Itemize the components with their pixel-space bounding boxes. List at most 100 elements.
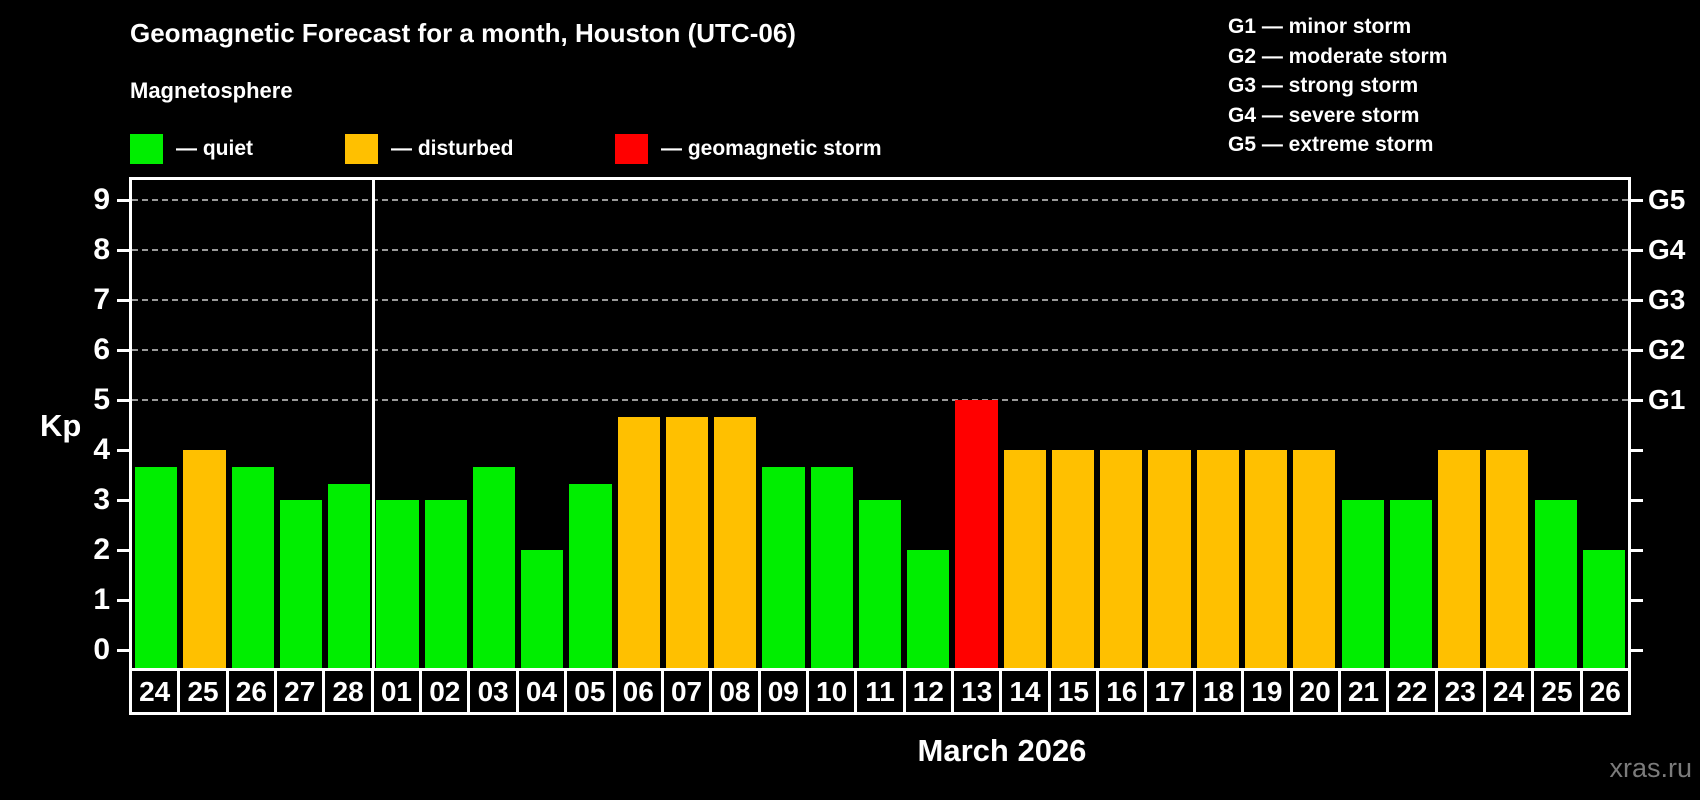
date-cell: 25	[1534, 671, 1580, 712]
date-cell: 08	[712, 671, 758, 712]
chart-title: Geomagnetic Forecast for a month, Housto…	[130, 18, 796, 48]
kp-bar	[1534, 500, 1577, 668]
kp-gridline	[132, 299, 1628, 301]
kp-bar	[665, 416, 709, 668]
y-axis-tick-left	[117, 598, 129, 602]
kp-bar	[1582, 550, 1625, 668]
kp-bar	[762, 466, 805, 668]
date-cell: 24	[1485, 671, 1532, 712]
date-cell: 06	[615, 671, 661, 712]
kp-bar	[617, 416, 660, 668]
y-tick-label: 8	[93, 233, 110, 266]
legend-label-quiet: — quiet	[176, 137, 253, 160]
kp-bar	[1051, 450, 1095, 668]
date-cell: 18	[1195, 671, 1242, 712]
y-axis-tick-left	[117, 398, 129, 402]
month-divider-line	[371, 180, 375, 668]
g-level-label: G2	[1648, 334, 1686, 365]
y-axis-tick-left	[117, 498, 129, 502]
legend-label-storm: — geomagnetic storm	[661, 137, 882, 160]
date-cell: 07	[663, 671, 710, 712]
legend-item-quiet: — quiet	[130, 134, 253, 164]
kp-gridline	[132, 399, 1628, 401]
g-level-label: G1	[1648, 384, 1686, 415]
kp-gridline	[132, 249, 1628, 251]
kp-gridline	[132, 349, 1628, 351]
g-level-label: G4	[1648, 234, 1686, 265]
date-cell: 03	[470, 671, 516, 712]
y-axis-tick-left	[117, 198, 129, 202]
y-axis-tick-right	[1631, 398, 1643, 402]
date-cell: 15	[1050, 671, 1097, 712]
kp-bar	[1148, 450, 1191, 668]
y-axis-tick-right	[1631, 598, 1643, 602]
y-tick-label: 7	[93, 283, 110, 316]
date-cell: 26	[228, 671, 275, 712]
y-axis-tick-left	[117, 348, 129, 352]
g-scale-legend: G1 — minor storm G2 — moderate storm G3 …	[1228, 12, 1447, 160]
quiet-color-swatch-icon	[130, 134, 163, 164]
kp-bar	[135, 466, 178, 668]
g-scale-legend-line-g4: G4 — severe storm	[1228, 103, 1420, 127]
date-cell: 28	[325, 671, 371, 712]
date-cell: 20	[1292, 671, 1338, 712]
y-tick-label: 2	[93, 533, 110, 566]
kp-bar	[858, 500, 902, 668]
legend-item-disturbed: — disturbed	[345, 134, 514, 164]
legend-item-storm: — geomagnetic storm	[615, 134, 882, 164]
kp-bar	[521, 550, 564, 668]
kp-bar	[1341, 500, 1384, 668]
kp-bar	[1438, 450, 1481, 668]
y-axis-tick-left	[117, 648, 129, 652]
kp-bar	[183, 450, 226, 668]
kp-bar	[376, 500, 419, 668]
y-axis-tick-right	[1631, 348, 1643, 352]
g-scale-legend-line-g3: G3 — strong storm	[1228, 74, 1419, 98]
date-cell: 27	[277, 671, 323, 712]
kp-bar	[231, 466, 274, 668]
y-tick-label: 3	[93, 483, 110, 516]
date-cell: 23	[1437, 671, 1483, 712]
date-cell: 10	[808, 671, 855, 712]
kp-bar	[1293, 450, 1336, 668]
kp-bar	[1100, 450, 1143, 668]
y-axis-tick-right	[1631, 448, 1643, 452]
kp-bar	[1003, 450, 1046, 668]
month-label: March 2026	[917, 733, 1087, 768]
date-cell: 16	[1099, 671, 1145, 712]
date-cell: 19	[1244, 671, 1290, 712]
site-watermark: xras.ru	[1609, 753, 1692, 783]
date-cell: 14	[1002, 671, 1048, 712]
g-scale-legend-line-g1: G1 — minor storm	[1228, 15, 1412, 38]
date-cell: 02	[422, 671, 468, 712]
g-level-label: G5	[1648, 184, 1686, 215]
date-cell: 24	[132, 671, 178, 712]
date-cell: 01	[373, 671, 420, 712]
date-axis-row: 24 25 26 27 28 01 02 03 04 05 06 07 08 09 10 11 12 13 14 15…	[129, 668, 1631, 715]
storm-color-swatch-icon	[615, 134, 648, 164]
kp-bar	[810, 466, 853, 668]
kp-bar	[569, 483, 612, 668]
date-cell: 12	[905, 671, 952, 712]
y-axis-tick-left	[117, 448, 129, 452]
date-cell: 04	[518, 671, 565, 712]
y-tick-label: 0	[93, 633, 110, 666]
y-axis-tick-right	[1631, 248, 1643, 252]
kp-bar	[955, 400, 998, 668]
y-tick-label: 6	[93, 333, 110, 366]
date-cell: 17	[1147, 671, 1193, 712]
g-scale-legend-line-g5: G5 — extreme storm	[1228, 133, 1434, 157]
y-axis-tick-right	[1631, 498, 1643, 502]
disturbed-color-swatch-icon	[345, 134, 378, 164]
kp-bar	[472, 466, 516, 668]
g-level-label: G3	[1648, 284, 1686, 315]
y-axis-tick-right	[1631, 298, 1643, 302]
kp-bar	[328, 483, 371, 668]
kp-bar	[1244, 450, 1288, 668]
legend-label-disturbed: — disturbed	[391, 137, 514, 160]
date-cell: 05	[567, 671, 613, 712]
date-cell: 26	[1582, 671, 1628, 712]
date-cell: 25	[180, 671, 226, 712]
kp-bar	[714, 416, 757, 668]
